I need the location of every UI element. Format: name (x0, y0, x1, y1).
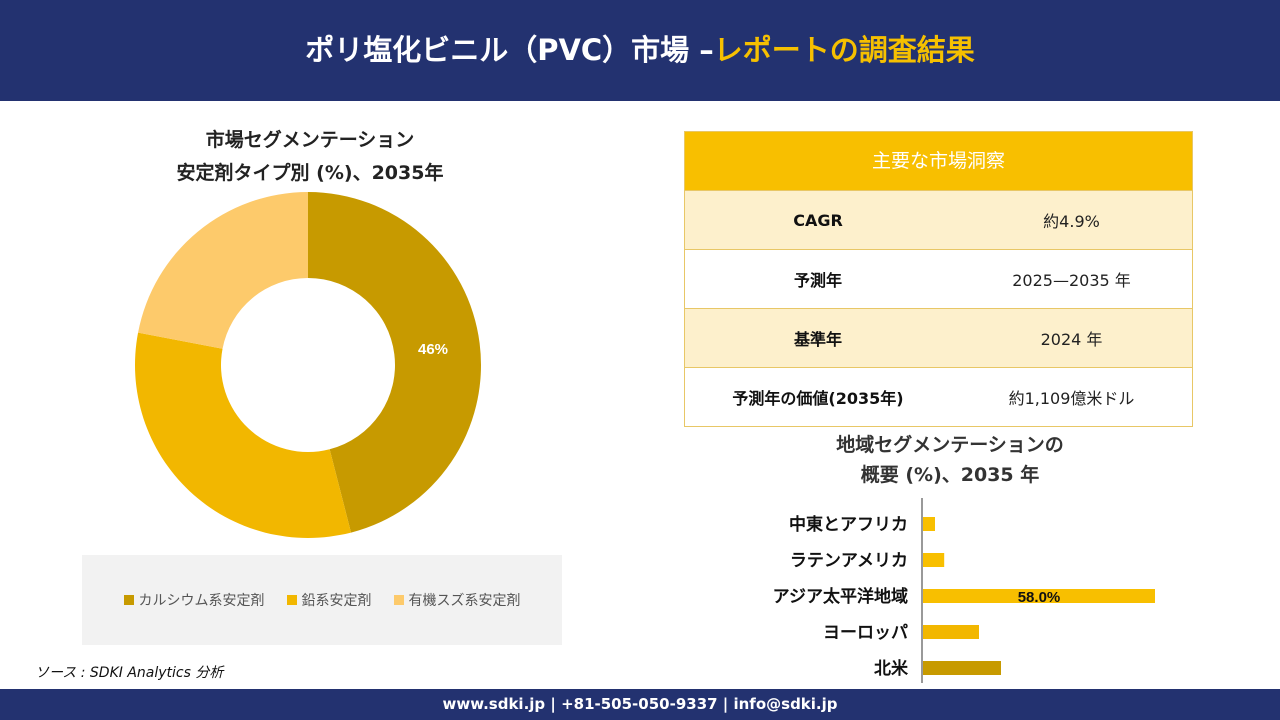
insight-row-base-year: 基準年 2024 年 (685, 308, 1192, 367)
insight-value: 2025—2035 年 (1012, 271, 1131, 290)
bar-mark (923, 517, 935, 531)
insight-row-forecast-value: 予測年の価値(2035年) 約1,109億米ドル (685, 367, 1192, 426)
region-title-line2: 概要 (%)、2035 年 (860, 464, 1040, 486)
legend-item: 鉛系安定剤 (286, 590, 372, 610)
donut-slice (308, 192, 481, 533)
donut-title-line2: 安定剤タイプ別 (%)、2035年 (176, 162, 444, 184)
legend-label: 有機スズ系安定剤 (408, 593, 521, 609)
bar-mark (923, 625, 979, 639)
legend-item: カルシウム系安定剤 (123, 590, 265, 610)
bar-category-label: ヨーロッパ (823, 623, 908, 643)
donut-data-label: 46% (418, 341, 448, 358)
bar-category-label: 中東とアフリカ (789, 514, 908, 535)
insight-value: 2024 年 (1040, 330, 1103, 349)
page-title-highlight: レポートの調査結果 (713, 33, 975, 67)
insight-row-forecast-period: 予測年 2025—2035 年 (685, 249, 1192, 308)
key-insights-heading: 主要な市場洞察 (685, 132, 1192, 190)
insight-label: 基準年 (793, 330, 842, 349)
donut-chart-title: 市場セグメンテーション 安定剤タイプ別 (%)、2035年 (100, 124, 520, 190)
legend-swatch (393, 595, 404, 605)
legend-swatch (286, 595, 297, 605)
insight-label: 予測年 (793, 271, 842, 290)
bar-data-label: 58.0% (1018, 589, 1061, 606)
bar-category-label: ラテンアメリカ (790, 551, 908, 571)
legend-label: カルシウム系安定剤 (138, 593, 265, 609)
page-title: ポリ塩化ビニル（PVC）市場 – (305, 33, 714, 67)
insight-value: 約4.9% (1043, 212, 1100, 231)
insight-label: 予測年の価値(2035年) (732, 389, 904, 408)
donut-legend: カルシウム系安定剤 鉛系安定剤 有機スズ系安定剤 (82, 555, 562, 645)
bar-mark (923, 589, 1155, 603)
insight-label: CAGR (793, 210, 843, 230)
donut-slice (134, 332, 352, 538)
region-chart-title: 地域セグメンテーションの 概要 (%)、2035 年 (760, 430, 1140, 490)
region-title-line1: 地域セグメンテーションの (836, 434, 1064, 456)
bar-mark (923, 553, 945, 567)
header-banner: ポリ塩化ビニル（PVC）市場 –レポートの調査結果 (0, 0, 1280, 101)
insight-value: 約1,109億米ドル (1008, 389, 1135, 408)
legend-swatch (123, 595, 134, 605)
donut-chart: 46% (134, 192, 481, 538)
bar-mark (923, 661, 1001, 675)
donut-slice (138, 192, 308, 349)
legend-item: 有機スズ系安定剤 (393, 590, 521, 610)
bar-category-label: アジア太平洋地域 (773, 586, 908, 607)
footer-contact: www.sdki.jp | +81-505-050-9337 | info@sd… (0, 689, 1280, 720)
donut-title-line1: 市場セグメンテーション (205, 129, 415, 151)
key-insights-table: 主要な市場洞察 CAGR 約4.9% 予測年 2025—2035 年 基準年 2… (684, 131, 1193, 427)
bar-category-label: 北米 (874, 658, 909, 679)
legend-label: 鉛系安定剤 (301, 593, 372, 609)
insight-row-cagr: CAGR 約4.9% (685, 190, 1192, 249)
source-note: ソース : SDKI Analytics 分析 (35, 665, 224, 681)
